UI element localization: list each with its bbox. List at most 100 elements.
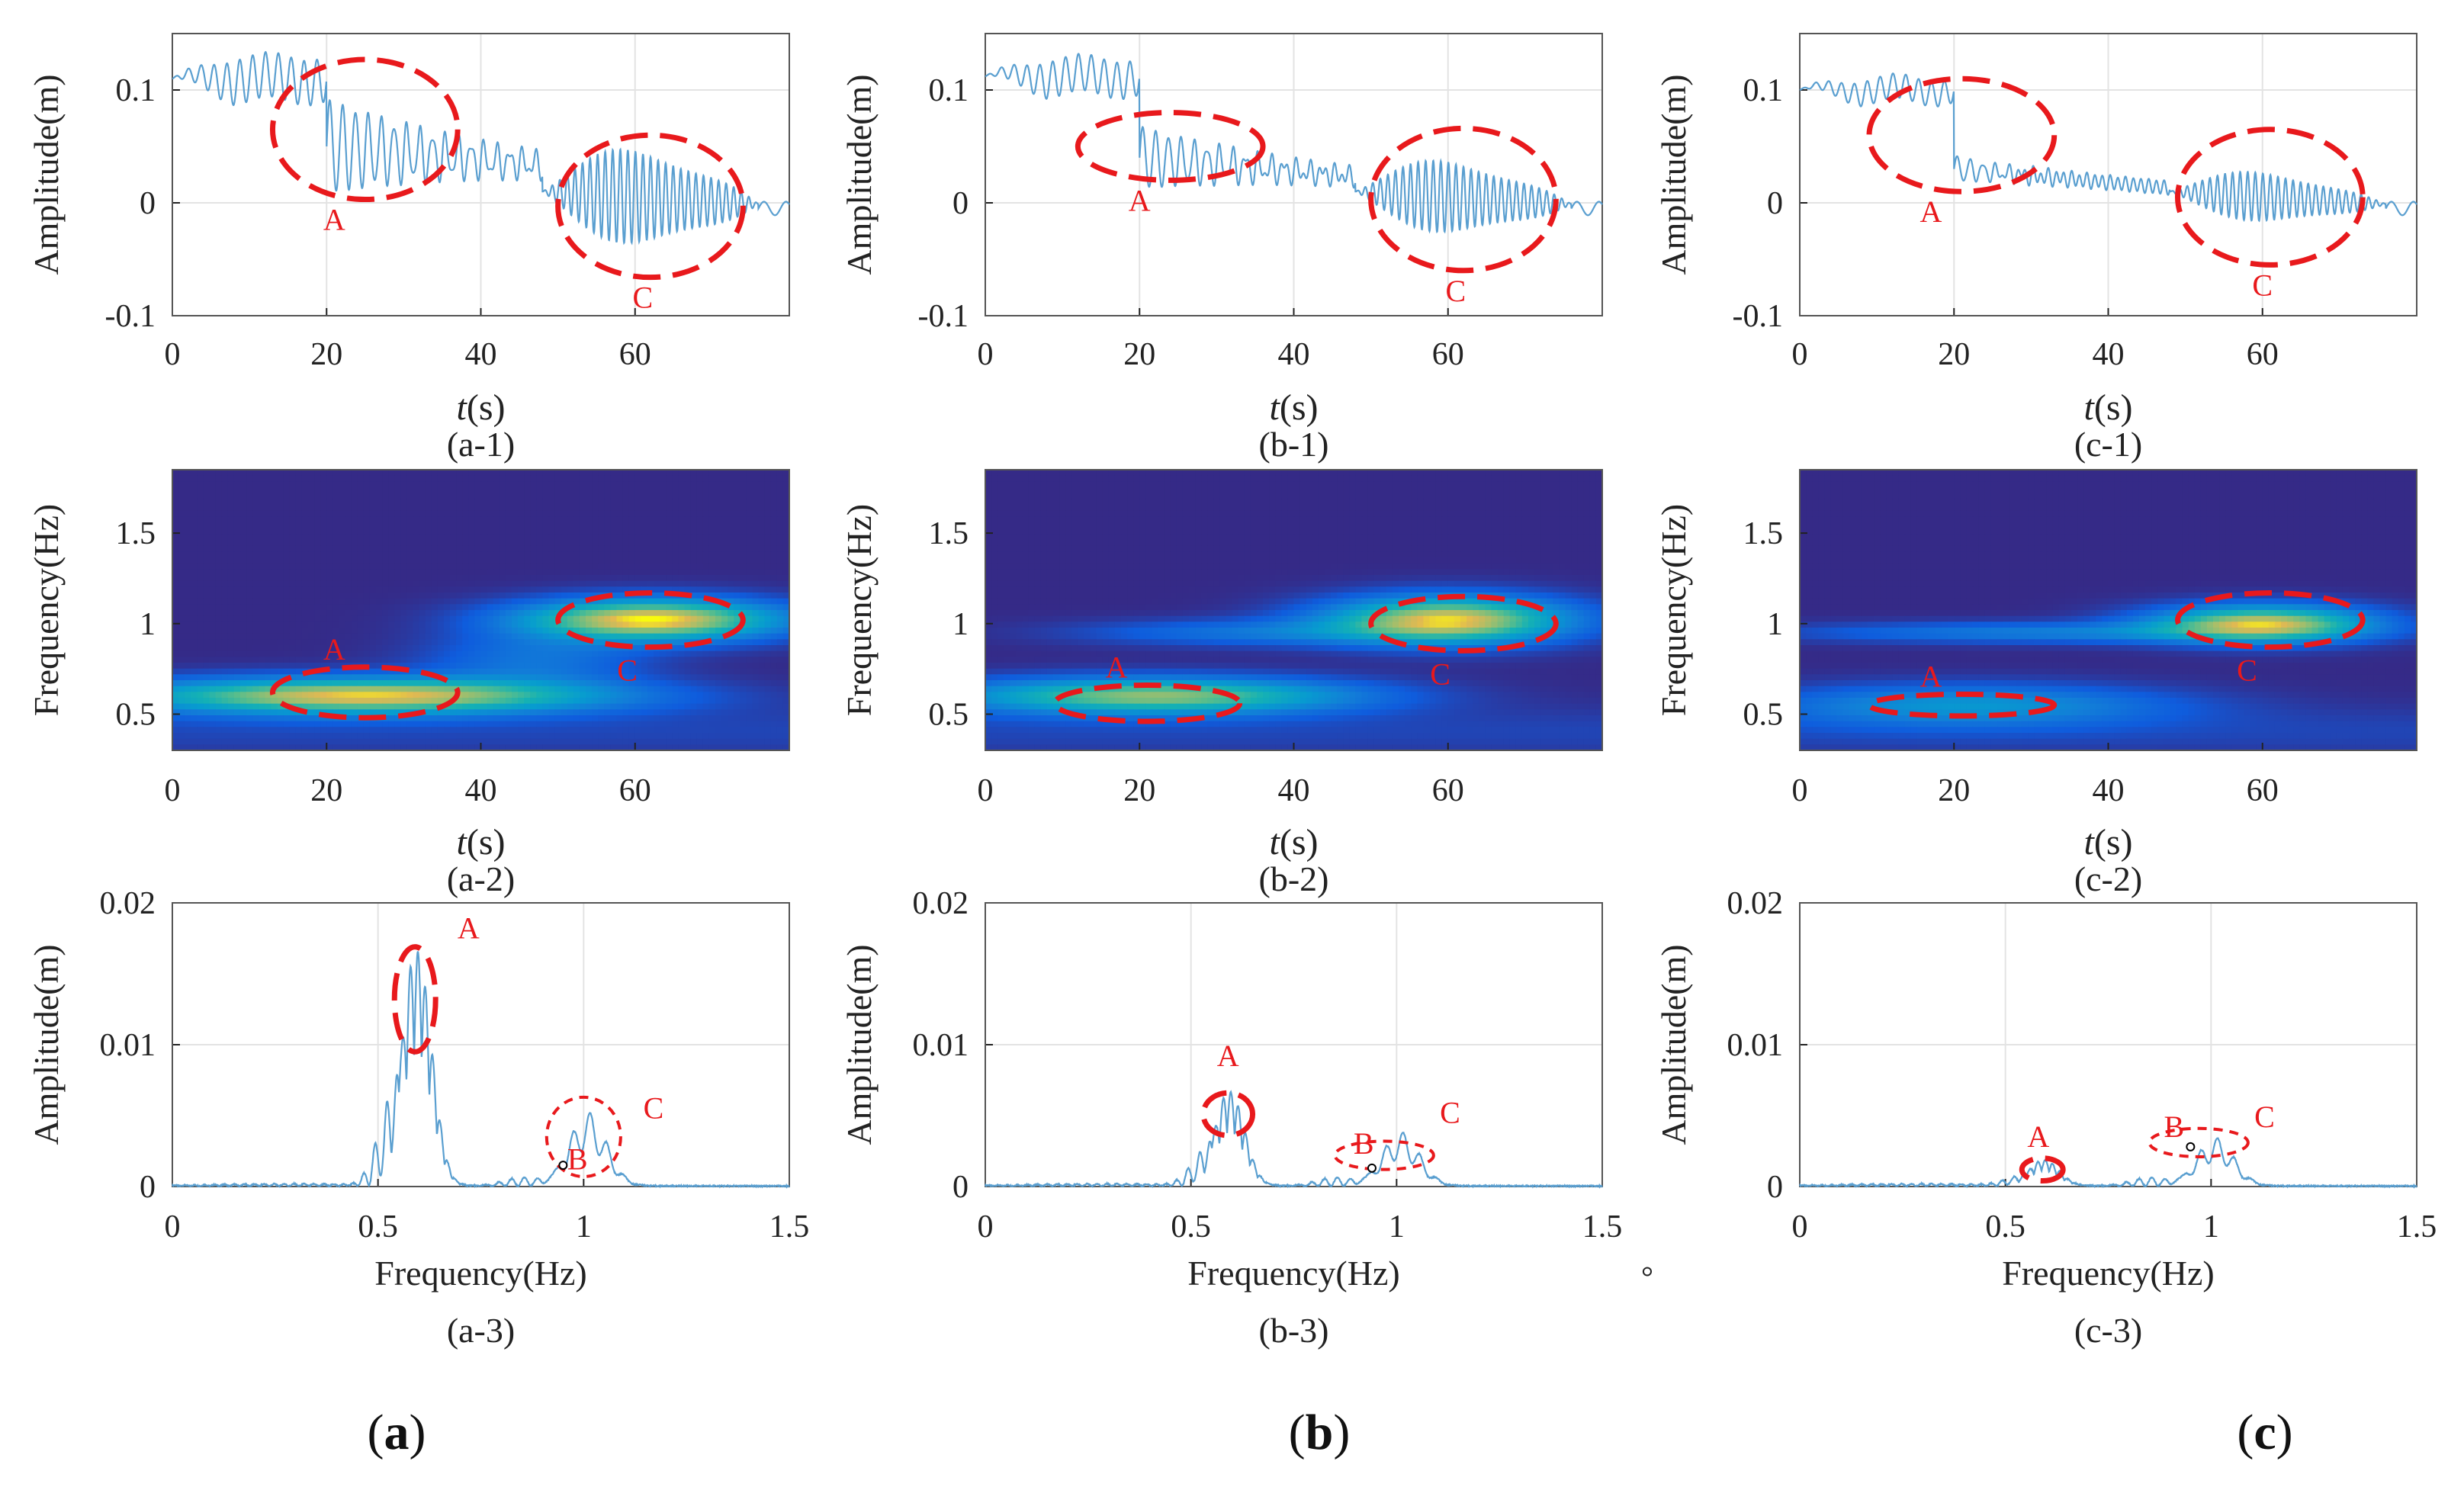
heatmap-cell	[666, 516, 673, 523]
heatmap-cell	[227, 540, 235, 547]
heatmap-cell	[690, 680, 698, 687]
heatmap-cell	[227, 680, 235, 687]
heatmap-cell	[431, 510, 439, 517]
heatmap-cell	[172, 586, 179, 593]
heatmap-cell	[752, 628, 760, 634]
heatmap-cell	[634, 657, 642, 663]
heatmap-cell	[770, 657, 778, 663]
heatmap-cell	[376, 586, 383, 593]
heatmap-cell	[462, 575, 469, 582]
heatmap-cell	[690, 686, 698, 692]
heatmap-cell	[480, 610, 488, 617]
heatmap-cell	[690, 650, 698, 657]
heatmap-cell	[203, 633, 210, 640]
heatmap-cell	[474, 645, 482, 652]
heatmap-cell	[283, 586, 291, 593]
heatmap-cell	[499, 621, 506, 628]
heatmap-cell	[752, 557, 760, 564]
heatmap-cell	[641, 551, 648, 558]
heatmap-cell	[715, 657, 722, 663]
heatmap-cell	[708, 575, 716, 582]
heatmap-cell	[252, 575, 259, 582]
heatmap-cell	[480, 475, 488, 482]
heatmap-cell	[654, 633, 660, 640]
heatmap-cell	[271, 633, 278, 640]
heatmap-cell	[782, 499, 790, 506]
heatmap-cell	[456, 628, 463, 634]
heatmap-cell	[647, 586, 654, 593]
heatmap-cell	[178, 593, 185, 599]
heatmap-cell	[579, 733, 586, 740]
heatmap-cell	[672, 698, 679, 705]
heatmap-cell	[326, 534, 333, 541]
heatmap-cell	[265, 516, 272, 523]
heatmap-cell	[259, 628, 265, 634]
heatmap-cell	[715, 727, 722, 734]
heatmap-cell	[351, 586, 358, 593]
heatmap-cell	[468, 481, 475, 488]
heatmap-cell	[1373, 470, 1381, 477]
heatmap-cell	[634, 499, 642, 506]
heatmap-cell	[480, 540, 488, 547]
heatmap-cell	[450, 516, 457, 523]
heatmap-cell	[573, 692, 580, 699]
heatmap-cell	[561, 528, 568, 535]
heatmap-cell	[493, 645, 500, 652]
heatmap-cell	[480, 744, 488, 751]
heatmap-cell	[628, 668, 636, 675]
heatmap-cell	[542, 686, 550, 692]
heatmap-cell	[172, 575, 179, 582]
heatmap-cell	[345, 516, 352, 523]
heatmap-cell	[289, 569, 297, 576]
heatmap-cell	[474, 610, 482, 617]
heatmap-cell	[197, 709, 204, 716]
heatmap-cell	[203, 628, 210, 634]
heatmap-cell	[641, 540, 648, 547]
heatmap-cell	[369, 621, 377, 628]
heatmap-cell	[283, 615, 291, 622]
heatmap-cell	[634, 639, 642, 646]
heatmap-cell	[740, 674, 747, 681]
heatmap-cell	[696, 645, 704, 652]
heatmap-cell	[462, 639, 469, 646]
heatmap-cell	[326, 645, 333, 652]
heatmap-cell	[542, 493, 550, 499]
heatmap-cell	[586, 575, 593, 582]
heatmap-cell	[295, 593, 303, 599]
heatmap-cell	[641, 528, 648, 535]
heatmap-cell	[554, 510, 562, 517]
heatmap-cell	[579, 727, 586, 734]
heatmap-cell	[573, 569, 580, 576]
heatmap-cell	[740, 575, 747, 582]
heatmap-cell	[622, 650, 630, 657]
heatmap-cell	[782, 522, 790, 529]
heatmap-cell	[579, 586, 586, 593]
heatmap-cell	[641, 657, 648, 663]
heatmap-cell	[326, 575, 333, 582]
heatmap-cell	[548, 615, 556, 622]
heatmap-cell	[308, 686, 315, 692]
heatmap-cell	[518, 686, 525, 692]
heatmap-cell	[672, 534, 679, 541]
heatmap-cell	[240, 540, 247, 547]
heatmap-cell	[548, 668, 556, 675]
heatmap-cell	[295, 686, 303, 692]
heatmap-cell	[233, 698, 241, 705]
heatmap-cell	[487, 645, 494, 652]
heatmap-cell	[252, 615, 259, 622]
heatmap-cell	[542, 645, 550, 652]
heatmap-cell	[259, 575, 265, 582]
heatmap-cell	[548, 610, 556, 617]
heatmap-cell	[573, 470, 580, 477]
heatmap-cell	[499, 680, 506, 687]
heatmap-cell	[246, 686, 253, 692]
heatmap-cell	[289, 522, 297, 529]
heatmap-cell	[227, 645, 235, 652]
heatmap-cell	[734, 698, 740, 705]
heatmap-cell	[708, 545, 716, 552]
heatmap-cell	[641, 516, 648, 523]
heatmap-cell	[660, 680, 667, 687]
heatmap-cell	[524, 645, 531, 652]
heatmap-cell	[708, 727, 716, 734]
heatmap-cell	[185, 551, 191, 558]
